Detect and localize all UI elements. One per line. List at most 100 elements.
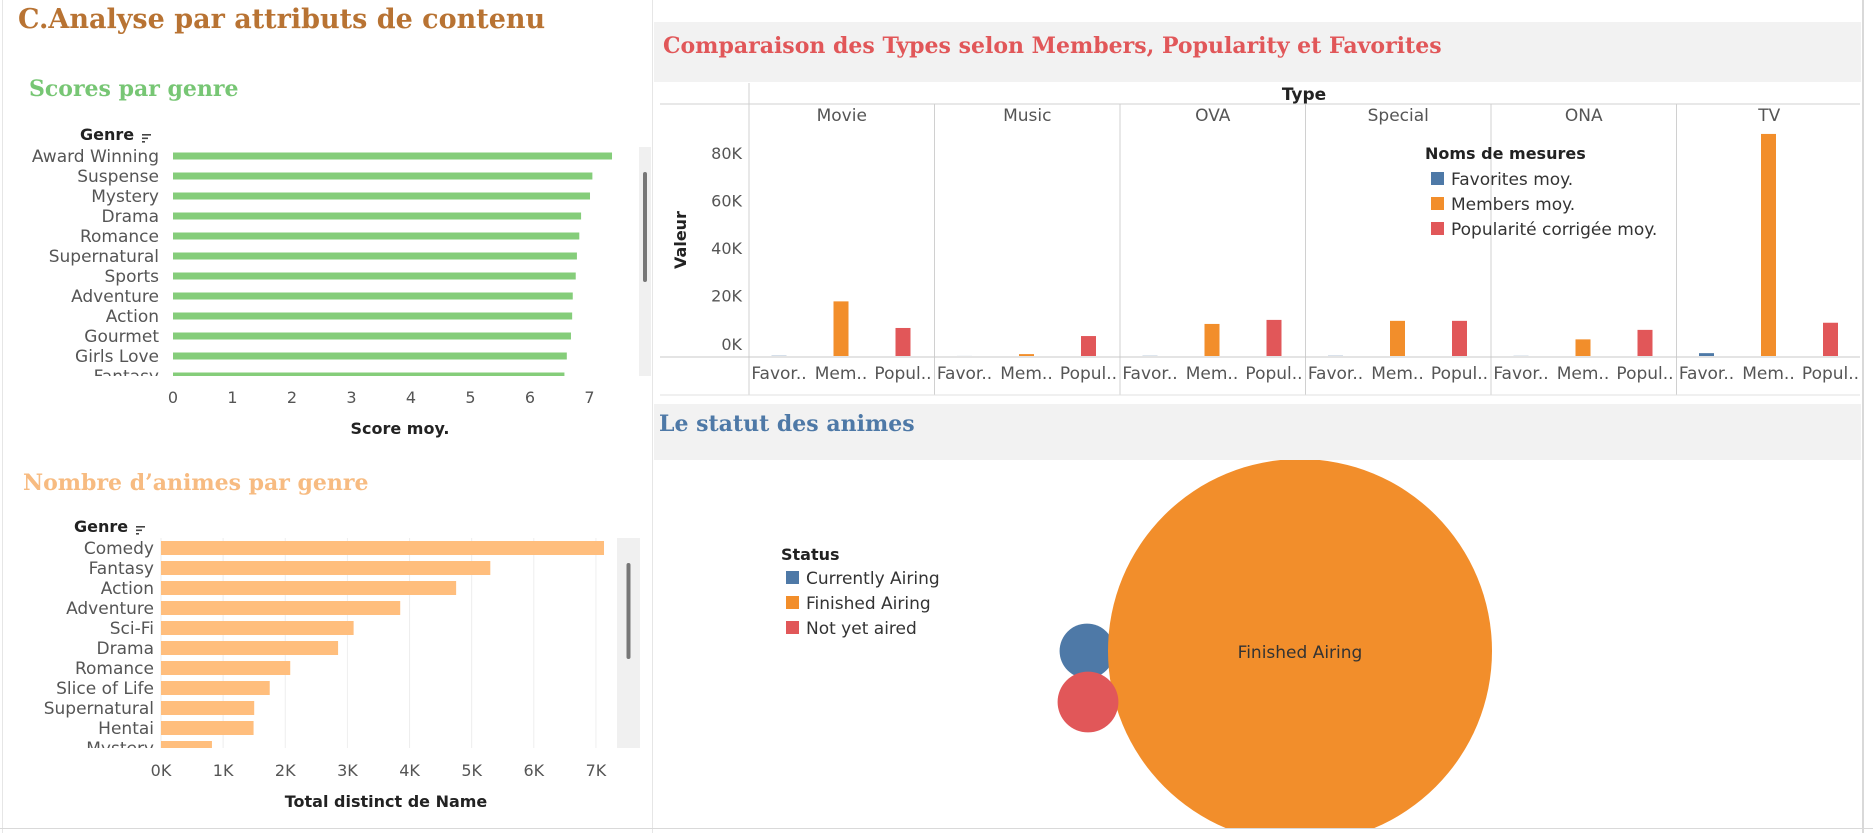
bar-adventure xyxy=(173,292,573,300)
category-label: Supernatural xyxy=(44,699,154,719)
y-axis-header: Genre xyxy=(74,517,128,536)
type-label-movie: Movie xyxy=(817,106,867,126)
bar-tv-1 xyxy=(1761,133,1776,356)
x-tick-label: 5K xyxy=(461,761,482,780)
x-axis-title: Score moy. xyxy=(350,419,449,438)
measure-label: Favor.. xyxy=(937,364,992,384)
status-legend-label: Finished Airing xyxy=(806,594,931,614)
legend-swatch xyxy=(1431,197,1444,210)
bar-movie-1 xyxy=(833,301,849,356)
type-label-special: Special xyxy=(1368,106,1429,126)
x-tick-label: 0 xyxy=(168,388,178,407)
measure-label: Mem.. xyxy=(1557,364,1610,384)
y-tick-label: 80K xyxy=(711,144,742,163)
bar-sports xyxy=(173,272,576,280)
category-label: Suspense xyxy=(77,167,159,187)
bar-ona-1 xyxy=(1575,339,1591,356)
legend-title: Noms de mesures xyxy=(1425,144,1586,163)
category-label: Romance xyxy=(80,227,159,247)
measure-label: Popul.. xyxy=(1245,364,1302,384)
status-legend-swatch xyxy=(786,621,799,634)
category-label: Hentai xyxy=(98,719,154,739)
bar-tv-2 xyxy=(1823,322,1838,356)
type-label-music: Music xyxy=(1003,106,1051,126)
category-label: Mystery xyxy=(91,187,159,207)
y-axis-title: Valeur xyxy=(671,211,690,269)
status-legend-title: Status xyxy=(781,545,840,564)
measure-label: Popul.. xyxy=(1060,364,1117,384)
bar-mystery xyxy=(173,192,591,200)
category-label: Adventure xyxy=(66,599,154,619)
bar-fantasy xyxy=(161,561,491,575)
x-tick-label: 4K xyxy=(399,761,420,780)
measure-label: Mem.. xyxy=(1186,364,1239,384)
bubble-finished-airing xyxy=(1108,460,1492,828)
bar-music-2 xyxy=(1081,336,1096,356)
scores-chart-title: Scores par genre xyxy=(29,76,239,102)
measure-label: Popul.. xyxy=(1431,364,1488,384)
bar-girls-love xyxy=(173,352,567,360)
bars-group: Award WinningSuspenseMysteryDramaRomance… xyxy=(32,147,613,376)
type-chart-title-band xyxy=(654,22,1861,82)
status-chart-title: Le statut des animes xyxy=(659,411,915,437)
measure-label: Mem.. xyxy=(815,364,868,384)
category-label: Comedy xyxy=(84,539,154,559)
measure-label: Favor.. xyxy=(1308,364,1363,384)
category-label: Gourmet xyxy=(84,327,159,347)
bar-adventure xyxy=(161,601,401,615)
type-label-ova: OVA xyxy=(1195,106,1231,126)
count-chart-title: Nombre d’animes par genre xyxy=(23,470,369,496)
measure-label: Mem.. xyxy=(1371,364,1424,384)
x-tick-label: 2K xyxy=(275,761,296,780)
status-chart-title-band xyxy=(654,404,1861,460)
category-label: Mystery xyxy=(86,739,154,759)
x-tick-label: 1K xyxy=(213,761,234,780)
bar-action xyxy=(173,312,573,320)
bar-sci-fi xyxy=(161,621,354,635)
sort-icon xyxy=(142,137,148,140)
x-tick-label: 2 xyxy=(287,388,297,407)
x-tick-label: 1 xyxy=(227,388,237,407)
x-tick-label: 4 xyxy=(406,388,416,407)
bar-hentai xyxy=(161,721,254,735)
bar-slice-of-life xyxy=(161,681,270,695)
status-legend-label: Not yet aired xyxy=(806,619,917,639)
status-legend-swatch xyxy=(786,596,799,609)
bar-drama xyxy=(161,641,339,655)
bar-romance xyxy=(161,661,291,675)
bar-award-winning xyxy=(173,152,613,160)
type-header: Type xyxy=(1282,85,1326,105)
category-label: Romance xyxy=(75,659,154,679)
sort-icon xyxy=(136,533,139,535)
category-label: Drama xyxy=(97,639,154,659)
measure-label: Popul.. xyxy=(1802,364,1859,384)
category-label: Action xyxy=(106,307,159,327)
category-label: Award Winning xyxy=(32,147,159,167)
category-label: Action xyxy=(101,579,154,599)
bar-ova-2 xyxy=(1266,319,1282,356)
bar-special-1 xyxy=(1390,320,1405,356)
bar-fantasy xyxy=(173,372,565,376)
bar-movie-2 xyxy=(895,327,911,356)
bars-group: ComedyFantasyActionAdventureSci-FiDramaR… xyxy=(44,539,605,759)
category-label: Fantasy xyxy=(89,559,154,579)
x-tick-label: 3K xyxy=(337,761,358,780)
x-tick-label: 7K xyxy=(586,761,607,780)
x-tick-label: 5 xyxy=(465,388,475,407)
bottom-border xyxy=(0,828,1873,829)
bar-music-1 xyxy=(1019,354,1034,356)
x-axis-title: Total distinct de Name xyxy=(285,792,488,811)
x-tick-label: 6K xyxy=(523,761,544,780)
bar-special-2 xyxy=(1452,320,1467,356)
dashboard-title: C.Analyse par attributs de contenu xyxy=(18,4,546,35)
y-tick-label: 40K xyxy=(711,239,742,258)
chart-frame xyxy=(660,83,1860,395)
legend-label: Members moy. xyxy=(1451,195,1575,215)
type-chart-title: Comparaison des Types selon Members, Pop… xyxy=(663,33,1442,59)
measure-label: Favor.. xyxy=(751,364,806,384)
bubble-not-yet-aired xyxy=(1057,671,1119,733)
sort-icon xyxy=(136,529,142,532)
measure-label: Popul.. xyxy=(874,364,931,384)
